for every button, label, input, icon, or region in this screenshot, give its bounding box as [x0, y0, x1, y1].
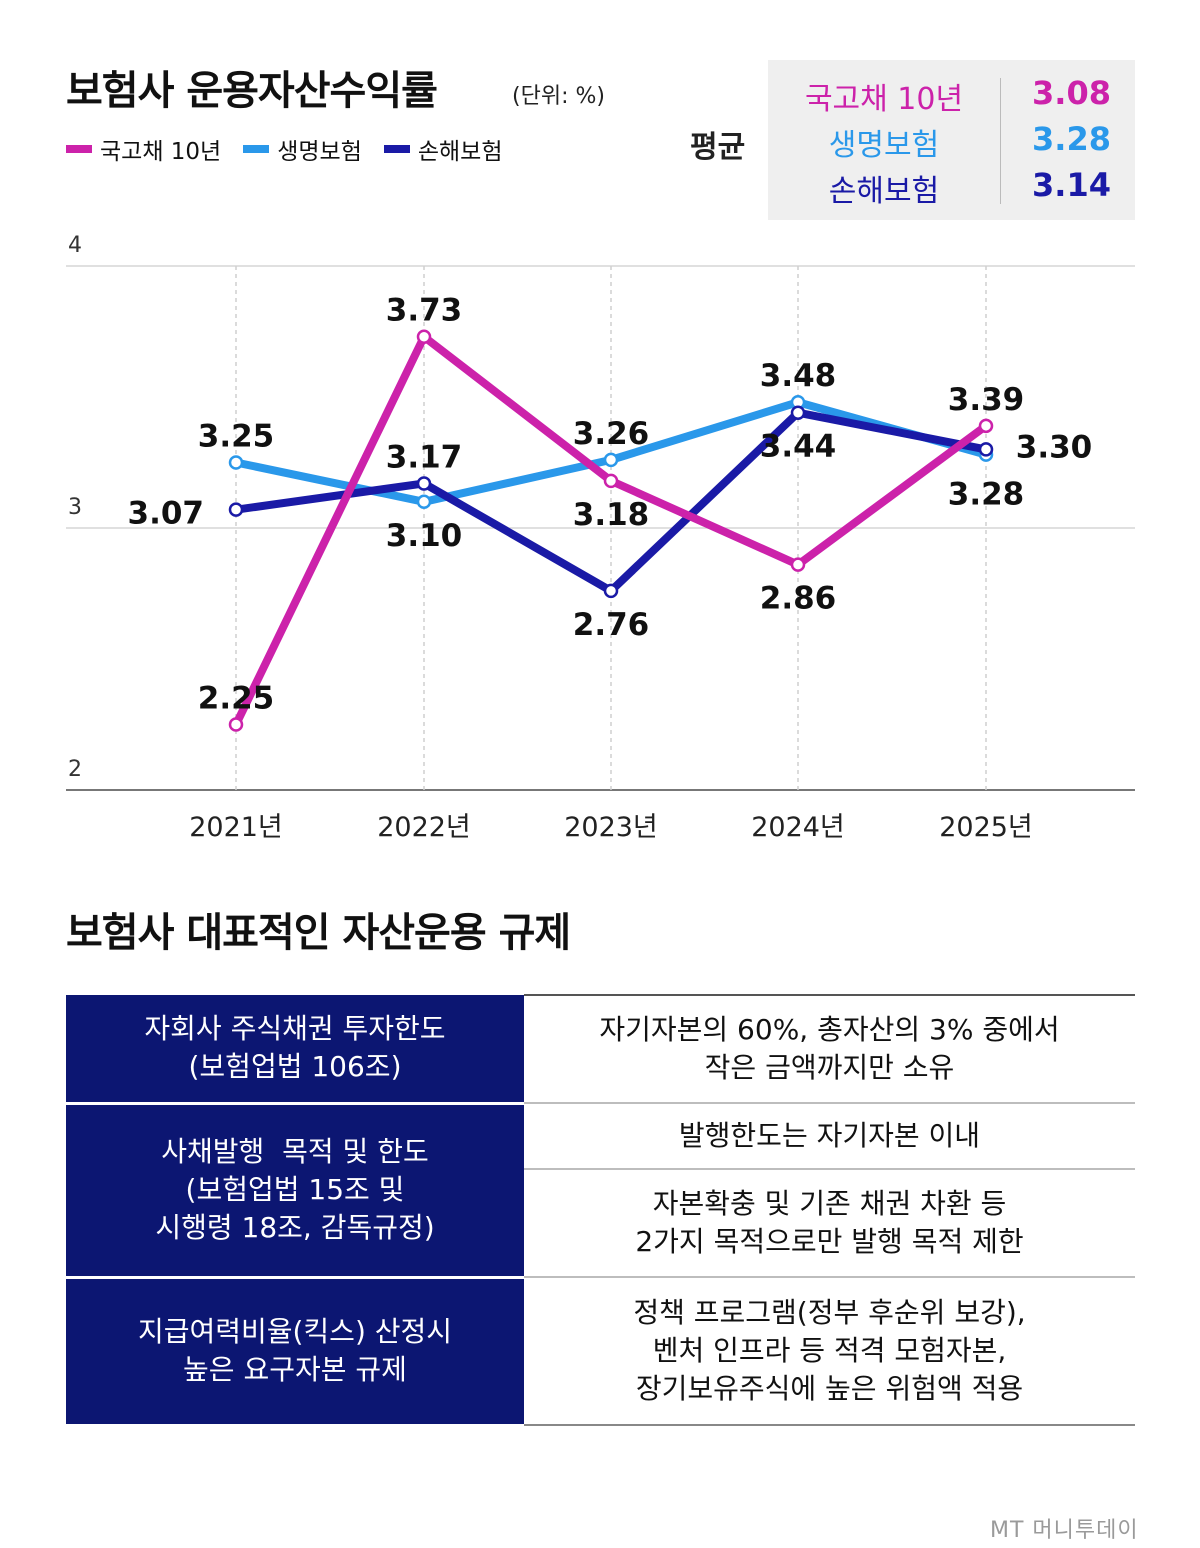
detail-text: 자기자본의 60%, 총자산의 3% 중에서	[599, 1013, 1060, 1047]
data-point	[416, 329, 432, 344]
detail-text: 자본확충 및 기존 채권 차환 등	[652, 1187, 1007, 1221]
data-label: 3.30	[1016, 429, 1093, 465]
data-point	[978, 418, 994, 434]
average-row-life: 생명보험 3.28	[768, 120, 1135, 166]
table-row: 자회사 주식채권 투자한도 (보험업법 106조) 자기자본의 60%, 총자산…	[66, 994, 1135, 1105]
rule-text: 높은 요구자본 규제	[183, 1353, 407, 1386]
chart-title: 보험사 운용자산수익률	[66, 68, 438, 114]
data-point	[790, 557, 806, 572]
y-tick-label: 2	[68, 757, 82, 782]
data-label: 3.25	[198, 419, 275, 455]
average-row-bond: 국고채 10년 3.08	[768, 74, 1135, 120]
detail-text: 작은 금액까지만 소유	[704, 1051, 955, 1084]
table-row: 지급여력비율(킥스) 산정시 높은 요구자본 규제 정책 프로그램(정부 후순위…	[66, 1277, 1135, 1427]
average-value-bond: 3.08	[1032, 74, 1111, 112]
regulation-title: 보험사 대표적인 자산운용 규제	[66, 910, 571, 956]
data-label: 3.48	[760, 358, 837, 394]
rule-text: 지급여력비율(킥스) 산정시	[137, 1315, 453, 1349]
rule-cell-bond-issue: 사채발행 목적 및 한도 (보험업법 15조 및 시행령 18조, 감독규정)	[66, 1103, 524, 1279]
legend: 국고채 10년 생명보험 손해보험	[66, 132, 503, 166]
data-point	[416, 476, 432, 491]
rule-text: 시행령 18조, 감독규정)	[155, 1210, 435, 1244]
x-tick-label: 2024년	[751, 812, 845, 843]
average-label: 평균	[690, 130, 746, 165]
data-point	[416, 494, 432, 510]
detail-cell: 자본확충 및 기존 채권 차환 등 2가지 목적으로만 발행 목적 제한	[524, 1169, 1135, 1278]
legend-swatch-nonlife	[383, 145, 410, 153]
data-point	[228, 717, 244, 732]
data-label: 3.44	[760, 429, 837, 465]
data-label: 3.73	[386, 293, 463, 329]
data-label: 3.26	[573, 416, 650, 452]
rule-text: 자회사 주식채권 투자한도	[144, 1012, 446, 1046]
legend-swatch-life	[243, 145, 270, 153]
x-tick-label: 2025년	[939, 812, 1033, 843]
detail-text: 정책 프로그램(정부 후순위 보강),	[633, 1296, 1026, 1330]
data-point	[978, 442, 994, 457]
table-row: 자본확충 및 기존 채권 차환 등 2가지 목적으로만 발행 목적 제한	[66, 1169, 1135, 1278]
data-label: 2.25	[198, 681, 275, 717]
unit-label: (단위: %)	[512, 84, 605, 109]
data-label: 3.28	[948, 477, 1025, 513]
publisher-logo: MT 머니투데이	[990, 1518, 1139, 1543]
detail-cell: 자기자본의 60%, 총자산의 3% 중에서 작은 금액까지만 소유	[524, 994, 1135, 1104]
data-label: 3.07	[128, 496, 205, 532]
average-box: 국고채 10년 3.08 생명보험 3.28 손해보험 3.14	[768, 60, 1135, 220]
data-point	[228, 502, 244, 517]
data-point	[603, 583, 619, 599]
table-row: 사채발행 목적 및 한도 (보험업법 15조 및 시행령 18조, 감독규정) …	[66, 1103, 1135, 1279]
data-label: 3.10	[386, 518, 463, 554]
y-tick-label: 3	[68, 495, 82, 520]
data-label: 2.76	[573, 607, 650, 643]
line-chart: 4 3 2 2021년 2022년 2023년 2024년 2025년 2.25 3.73 3.18…	[66, 233, 1135, 843]
average-name-nonlife: 손해보험	[828, 174, 940, 209]
average-name-life: 생명보험	[828, 128, 940, 163]
average-name-bond: 국고채 10년	[804, 82, 964, 117]
legend-label-life: 생명보험	[277, 139, 362, 165]
average-row-nonlife: 손해보험 3.14	[768, 166, 1135, 212]
rule-text: (보험업법 15조 및	[185, 1173, 405, 1207]
data-point	[603, 473, 619, 489]
x-tick-label: 2021년	[189, 812, 283, 843]
detail-cell: 정책 프로그램(정부 후순위 보강), 벤처 인프라 등 적격 모험자본, 장기…	[524, 1277, 1135, 1426]
detail-text: 발행한도는 자기자본 이내	[678, 1119, 981, 1153]
y-tick-label: 4	[68, 233, 82, 258]
detail-text: 장기보유주식에 높은 위험액 적용	[635, 1371, 1024, 1405]
x-tick-label: 2023년	[564, 812, 658, 843]
data-label: 3.39	[948, 382, 1025, 418]
data-label: 3.17	[386, 439, 463, 475]
rule-cell-kics: 지급여력비율(킥스) 산정시 높은 요구자본 규제	[66, 1277, 524, 1427]
data-label: 2.86	[760, 581, 837, 617]
legend-item-bond: 국고채 10년	[66, 132, 221, 166]
detail-text: 벤처 인프라 등 적격 모험자본,	[652, 1334, 1007, 1368]
legend-swatch-bond	[66, 145, 92, 153]
rule-text: (보험업법 106조)	[188, 1050, 402, 1084]
legend-label-bond: 국고채 10년	[100, 139, 222, 165]
detail-text: 2가지 목적으로만 발행 목적 제한	[635, 1225, 1024, 1258]
rule-text: 사채발행 목적 및 한도	[161, 1135, 429, 1169]
data-point	[228, 455, 244, 470]
average-value-nonlife: 3.14	[1032, 166, 1111, 204]
data-point	[603, 452, 619, 468]
data-label: 3.18	[573, 497, 650, 533]
x-tick-label: 2022년	[377, 812, 471, 843]
rule-cell-subsidiary: 자회사 주식채권 투자한도 (보험업법 106조)	[66, 995, 524, 1105]
average-value-life: 3.28	[1032, 120, 1111, 158]
regulation-table: 자회사 주식채권 투자한도 (보험업법 106조) 자기자본의 60%, 총자산…	[66, 994, 1135, 1427]
legend-item-life: 생명보험	[243, 132, 362, 166]
detail-cell: 발행한도는 자기자본 이내	[524, 1103, 1135, 1170]
average-divider	[1000, 78, 1001, 204]
data-point	[790, 405, 806, 420]
legend-label-nonlife: 손해보험	[417, 139, 503, 165]
legend-item-nonlife: 손해보험	[383, 132, 503, 166]
